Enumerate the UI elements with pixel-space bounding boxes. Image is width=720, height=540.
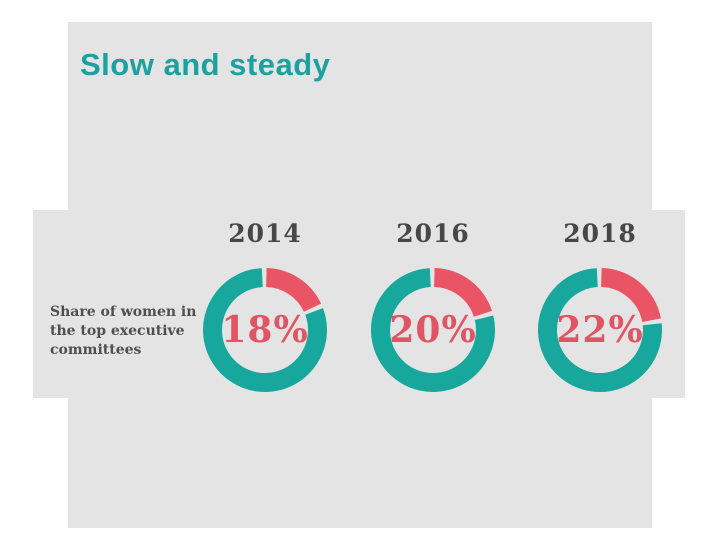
donut-ring-svg [371, 268, 495, 392]
remainder-arc [203, 268, 327, 392]
caption-line-1: Share of women in [50, 304, 197, 320]
percent-label-2014: 18% [221, 309, 309, 351]
donut-ring-svg [538, 268, 662, 392]
caption-line-3: committees [50, 342, 142, 358]
caption-line-2: the top executive [50, 323, 185, 339]
donut-ring-svg [203, 268, 327, 392]
share-arc [600, 268, 661, 323]
year-label-2016: 2016 [396, 219, 470, 248]
donut-chart-2018 [538, 268, 662, 392]
remainder-arc [538, 268, 662, 392]
remainder-arc [371, 268, 495, 392]
percent-label-2018: 22% [556, 309, 644, 351]
page-title: Slow and steady [80, 47, 331, 82]
chart-series-caption: Share of women in the top executive comm… [50, 303, 210, 360]
year-label-2014: 2014 [228, 219, 302, 248]
percent-label-2016: 20% [389, 309, 477, 351]
share-arc [433, 268, 492, 318]
year-label-2018: 2018 [563, 219, 637, 248]
share-arc [265, 268, 322, 313]
donut-chart-2016 [371, 268, 495, 392]
donut-chart-2014 [203, 268, 327, 392]
